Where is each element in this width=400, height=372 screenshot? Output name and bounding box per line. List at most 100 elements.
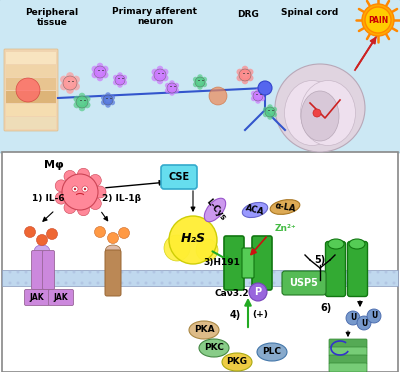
Circle shape [162,69,168,75]
Circle shape [152,270,156,273]
Bar [6,52,56,64]
Circle shape [296,270,300,273]
Circle shape [267,104,273,110]
Text: PKA: PKA [194,326,214,334]
Circle shape [72,83,80,90]
Circle shape [192,270,196,273]
Circle shape [101,95,106,100]
FancyBboxPatch shape [105,250,121,296]
Circle shape [72,282,76,285]
Circle shape [89,174,101,186]
Circle shape [152,282,156,285]
Circle shape [24,282,28,285]
Circle shape [72,270,76,273]
Text: 3)H191: 3)H191 [204,257,240,266]
Circle shape [392,282,396,285]
Circle shape [196,239,218,261]
Circle shape [84,188,86,190]
Text: 6): 6) [320,303,332,313]
Bar [6,78,56,90]
Circle shape [118,228,130,238]
Circle shape [104,270,108,273]
Circle shape [89,198,101,209]
Circle shape [272,282,276,285]
Circle shape [168,282,172,285]
Ellipse shape [189,321,219,339]
Circle shape [110,100,115,105]
Circle shape [216,282,220,285]
Circle shape [365,7,391,33]
FancyBboxPatch shape [161,165,197,189]
Text: L-Cys: L-Cys [204,198,228,222]
Circle shape [176,270,180,273]
Circle shape [224,282,228,285]
FancyBboxPatch shape [24,289,50,305]
Circle shape [200,270,204,273]
Text: Zn²⁺: Zn²⁺ [274,224,296,232]
Bar [2,152,398,372]
Text: PKC: PKC [204,343,224,353]
Circle shape [105,102,111,108]
Text: P: P [254,287,262,297]
Bar [6,104,56,116]
Text: PLC: PLC [262,347,282,356]
Circle shape [328,282,332,285]
Circle shape [193,77,198,82]
Circle shape [197,74,203,80]
Circle shape [312,270,316,273]
Circle shape [280,282,284,285]
Circle shape [376,282,380,285]
Circle shape [346,311,360,325]
Circle shape [56,282,60,285]
Circle shape [108,232,118,244]
Circle shape [197,84,203,90]
Circle shape [32,282,36,285]
FancyBboxPatch shape [42,250,54,289]
FancyBboxPatch shape [4,49,58,131]
Circle shape [384,270,388,273]
Circle shape [92,72,98,78]
Text: 2) IL-1β: 2) IL-1β [102,193,142,202]
Circle shape [288,282,292,285]
Circle shape [24,227,36,237]
Ellipse shape [301,91,339,141]
Text: ACA: ACA [244,203,266,217]
FancyBboxPatch shape [329,355,367,364]
Ellipse shape [328,239,344,249]
Circle shape [336,282,340,285]
Circle shape [104,282,108,285]
Circle shape [313,109,321,117]
Text: Peripheral
tissue: Peripheral tissue [26,8,78,28]
Circle shape [236,69,243,75]
Circle shape [242,66,248,72]
Circle shape [64,270,68,273]
Circle shape [40,270,44,273]
Bar [2,270,398,286]
Circle shape [202,77,207,82]
FancyBboxPatch shape [224,236,244,290]
Circle shape [102,72,108,78]
Circle shape [328,270,332,273]
Circle shape [122,75,127,80]
Circle shape [249,283,267,301]
Circle shape [357,316,371,330]
Circle shape [55,180,67,192]
Circle shape [82,186,88,192]
Circle shape [48,270,52,273]
FancyBboxPatch shape [329,363,367,372]
Circle shape [224,270,228,273]
Circle shape [263,107,268,112]
Text: Caν3.2: Caν3.2 [215,289,249,298]
Circle shape [202,82,207,87]
Circle shape [72,76,80,83]
Circle shape [352,282,356,285]
Circle shape [192,282,196,285]
Text: Mφ: Mφ [44,160,64,170]
Circle shape [174,83,179,88]
Circle shape [263,112,268,117]
Circle shape [162,75,168,81]
Text: CSE: CSE [168,172,190,182]
Circle shape [102,66,108,72]
Text: (+): (+) [252,311,268,320]
Text: JAK: JAK [54,293,68,302]
